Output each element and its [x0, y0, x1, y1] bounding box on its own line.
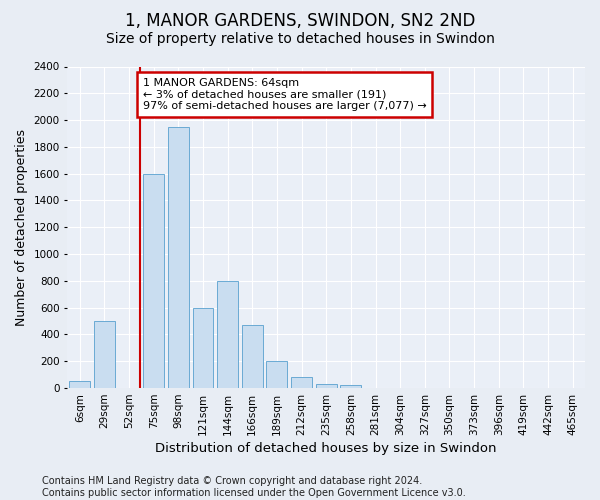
Bar — [168, 127, 189, 388]
Text: Size of property relative to detached houses in Swindon: Size of property relative to detached ho… — [106, 32, 494, 46]
Text: Contains HM Land Registry data © Crown copyright and database right 2024.
Contai: Contains HM Land Registry data © Crown c… — [42, 476, 466, 498]
Bar — [291, 376, 312, 388]
Bar — [340, 386, 361, 388]
Y-axis label: Number of detached properties: Number of detached properties — [15, 129, 28, 326]
Text: 1 MANOR GARDENS: 64sqm
← 3% of detached houses are smaller (191)
97% of semi-det: 1 MANOR GARDENS: 64sqm ← 3% of detached … — [143, 78, 427, 111]
Bar — [143, 174, 164, 388]
Text: 1, MANOR GARDENS, SWINDON, SN2 2ND: 1, MANOR GARDENS, SWINDON, SN2 2ND — [125, 12, 475, 30]
Bar — [94, 321, 115, 388]
Bar — [242, 325, 263, 388]
Bar — [193, 308, 214, 388]
Bar — [69, 382, 90, 388]
X-axis label: Distribution of detached houses by size in Swindon: Distribution of detached houses by size … — [155, 442, 497, 455]
Bar — [316, 384, 337, 388]
Bar — [266, 362, 287, 388]
Bar — [217, 281, 238, 388]
